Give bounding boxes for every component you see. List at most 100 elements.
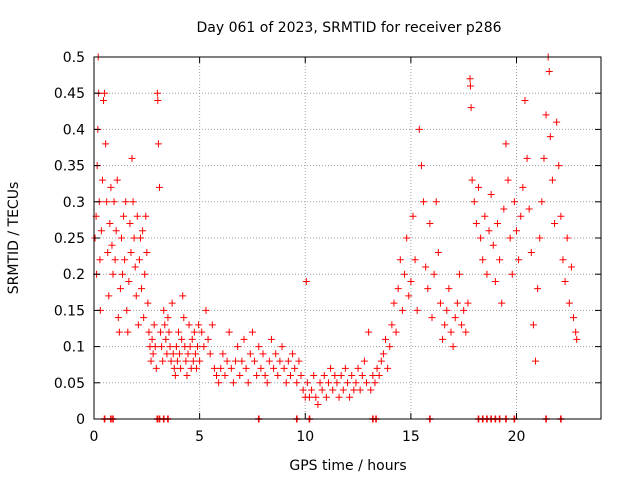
data-point	[392, 328, 400, 336]
y-tick-label: 0.45	[54, 86, 85, 102]
data-point	[213, 372, 221, 380]
data-point	[510, 198, 518, 206]
data-point	[331, 372, 339, 380]
data-point	[259, 350, 267, 358]
data-point	[180, 314, 188, 322]
data-point	[113, 176, 121, 184]
y-tick-label: 0.2	[63, 267, 85, 283]
data-point	[169, 350, 177, 358]
data-point	[305, 393, 313, 401]
data-point	[451, 314, 459, 322]
data-point	[159, 357, 167, 365]
data-point	[219, 350, 227, 358]
data-point	[333, 379, 341, 387]
data-point	[124, 328, 132, 336]
data-points	[91, 53, 581, 409]
data-point	[191, 350, 199, 358]
y-axis-ticks: 0 0.05 0.1 0.15 0.2 0.25 0.3 0.35 0.4 0.45 0.5	[54, 50, 601, 428]
data-point	[103, 198, 111, 206]
data-point	[172, 343, 180, 351]
data-point	[183, 372, 191, 380]
data-point	[223, 357, 231, 365]
data-point	[227, 364, 235, 372]
y-tick-label: 0.05	[54, 376, 85, 392]
data-point	[120, 212, 128, 220]
data-point	[303, 379, 311, 387]
data-point	[200, 343, 208, 351]
data-point	[553, 118, 561, 126]
data-point	[312, 393, 320, 401]
data-point	[132, 292, 140, 300]
data-point	[105, 292, 113, 300]
data-point	[255, 343, 263, 351]
data-point	[127, 248, 135, 256]
data-point	[523, 154, 531, 162]
data-point	[335, 393, 343, 401]
data-point	[485, 227, 493, 235]
data-point	[545, 67, 553, 75]
data-point	[186, 343, 194, 351]
data-point	[413, 306, 421, 314]
data-point	[348, 372, 356, 380]
data-point	[140, 314, 148, 322]
data-point	[464, 299, 472, 307]
data-point	[339, 386, 347, 394]
data-point	[565, 299, 573, 307]
data-point	[557, 212, 565, 220]
data-point	[116, 285, 124, 293]
data-point	[206, 350, 214, 358]
data-point	[439, 335, 447, 343]
data-point	[517, 212, 525, 220]
data-point	[246, 350, 254, 358]
data-point	[422, 263, 430, 271]
data-point	[483, 270, 491, 278]
data-point	[468, 176, 476, 184]
data-point	[109, 270, 117, 278]
data-point	[472, 220, 480, 228]
data-point	[384, 364, 392, 372]
data-point	[154, 140, 162, 148]
y-tick-label: 0.5	[63, 50, 85, 66]
data-point	[253, 372, 261, 380]
data-point	[248, 328, 256, 336]
data-point	[286, 372, 294, 380]
data-point	[97, 227, 105, 235]
data-point	[188, 335, 196, 343]
data-point	[320, 372, 328, 380]
data-point	[540, 154, 548, 162]
data-point	[175, 328, 182, 336]
data-point	[270, 364, 278, 372]
x-axis-ticks: 0 5 10 15 20	[90, 57, 525, 445]
data-point	[108, 241, 116, 249]
data-point	[119, 270, 127, 278]
data-point	[538, 198, 546, 206]
x-tick-label: 10	[296, 429, 314, 445]
data-point	[379, 350, 387, 358]
data-point	[341, 364, 349, 372]
data-point	[160, 306, 168, 314]
data-point	[293, 379, 301, 387]
data-point	[297, 372, 305, 380]
data-point	[346, 393, 354, 401]
y-axis-label: SRMTID / TECUs	[6, 182, 22, 295]
data-point	[149, 350, 157, 358]
data-point	[161, 321, 169, 329]
data-point	[369, 372, 377, 380]
data-point	[176, 350, 184, 358]
data-point	[153, 89, 161, 97]
data-point	[498, 299, 506, 307]
data-point	[546, 133, 554, 141]
y-tick-label: 0.3	[63, 195, 85, 211]
data-point	[177, 364, 185, 372]
data-point	[280, 364, 288, 372]
data-point	[302, 277, 310, 285]
data-point	[142, 212, 150, 220]
data-point	[470, 198, 478, 206]
data-point	[278, 343, 286, 351]
y-tick-label: 0.35	[54, 159, 85, 175]
data-point	[198, 328, 206, 336]
data-point	[561, 277, 569, 285]
data-point	[138, 285, 146, 293]
data-point	[555, 162, 563, 170]
data-point	[536, 234, 544, 242]
